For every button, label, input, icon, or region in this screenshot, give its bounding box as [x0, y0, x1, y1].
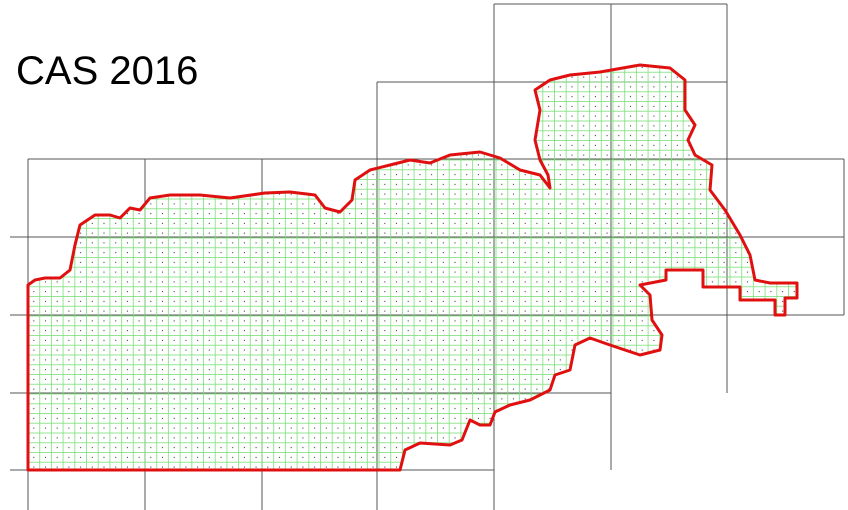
boundary [26, 63, 799, 472]
title: CAS 2016 [16, 49, 198, 93]
